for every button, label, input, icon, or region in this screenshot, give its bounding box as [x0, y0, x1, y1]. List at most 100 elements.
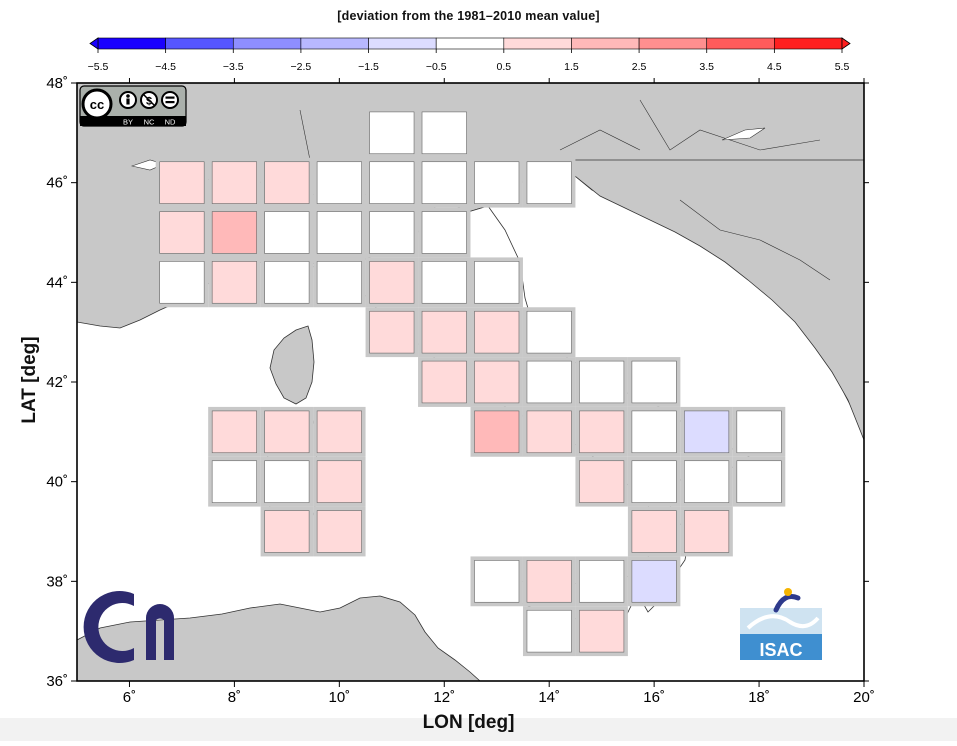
y-tick-label: 40˚ — [46, 474, 68, 491]
anomaly-cell — [421, 111, 467, 155]
colorbar-segment — [300, 37, 369, 50]
colorbar-tick-label: 3.5 — [699, 61, 714, 73]
anomaly-cell — [421, 360, 467, 404]
anomaly-cell — [684, 410, 730, 454]
x-axis-title: LON [deg] — [422, 712, 515, 733]
y-axis-title: LAT [deg] — [19, 336, 40, 424]
bottom-strip — [0, 718, 957, 741]
cnr-logo-icon — [83, 591, 174, 663]
anomaly-cell — [736, 410, 782, 454]
x-tick-label: 6˚ — [123, 689, 136, 706]
y-tick-label: 36˚ — [46, 673, 68, 690]
anomaly-cell — [474, 310, 520, 354]
anomaly-cell — [736, 460, 782, 503]
anomaly-cell — [579, 360, 625, 404]
anomaly-cell — [369, 161, 415, 204]
anomaly-cell — [474, 560, 520, 603]
colorbar-tick-label: −1.5 — [358, 61, 379, 73]
anomaly-cell — [159, 161, 205, 204]
anomaly-cell — [526, 161, 572, 204]
y-axis-ticks: 36˚ 38˚ 40˚ 42˚ 44˚ 46˚ 48˚ — [46, 75, 869, 690]
colorbar-tick-label: −2.5 — [291, 61, 312, 73]
anomaly-cell — [421, 211, 467, 254]
anomaly-cell — [264, 261, 310, 304]
anomaly-cell — [316, 460, 362, 503]
y-tick-label: 44˚ — [46, 274, 68, 291]
colorbar-segment — [435, 37, 505, 50]
colorbar-segment — [638, 37, 708, 50]
anomaly-cell — [369, 310, 415, 354]
x-tick-label: 16˚ — [643, 689, 665, 706]
anomaly-cell — [526, 310, 572, 354]
anomaly-cell — [526, 410, 572, 454]
colorbar: −5.5 −4.5 −3.5 −2.5 −1.5 −0.5 0.5 1.5 2.5 3.5 4.5 5… — [88, 37, 851, 73]
anomaly-cell — [421, 161, 467, 204]
y-tick-label: 46˚ — [46, 175, 68, 192]
anomaly-cell — [369, 111, 415, 155]
anomaly-cell — [369, 211, 415, 254]
nc-icon: $ — [140, 91, 158, 109]
svg-text:cc: cc — [90, 97, 104, 112]
anomaly-cells — [155, 107, 786, 657]
anomaly-cell — [526, 360, 572, 404]
anomaly-cell — [211, 261, 257, 304]
anomaly-cell — [631, 510, 677, 553]
isac-logo-text: ISAC — [759, 640, 802, 660]
anomaly-cell — [369, 261, 415, 304]
colorbar-title: [deviation from the 1981–2010 mean value… — [337, 9, 600, 23]
x-tick-label: 18˚ — [748, 689, 770, 706]
x-tick-label: 8˚ — [228, 689, 241, 706]
by-icon — [119, 91, 137, 109]
anomaly-cell — [264, 161, 310, 204]
anomaly-cell — [211, 161, 257, 204]
land-corsica — [269, 325, 315, 405]
x-tick-label: 12˚ — [433, 689, 455, 706]
anomaly-cell — [579, 410, 625, 454]
colorbar-tick-label: 0.5 — [497, 61, 512, 73]
badge-label-nd: ND — [165, 118, 176, 127]
anomaly-cell — [316, 261, 362, 304]
colorbar-segment — [97, 37, 166, 50]
colorbar-tick-label: −0.5 — [426, 61, 447, 73]
colorbar-segment — [774, 37, 843, 50]
y-tick-label: 48˚ — [46, 75, 68, 92]
colorbar-right-arrow — [841, 37, 851, 50]
anomaly-cell — [631, 460, 677, 503]
anomaly-cell — [264, 211, 310, 254]
anomaly-cell — [631, 410, 677, 454]
colorbar-tick-label: −4.5 — [155, 61, 176, 73]
anomaly-cell — [159, 211, 205, 254]
badge-label-by: BY — [123, 118, 133, 127]
anomaly-cell — [474, 360, 520, 404]
anomaly-cell — [579, 609, 625, 653]
x-axis-ticks: 6˚ 8˚ 10˚ 12˚ 14˚ 16˚ 18˚ 20˚ — [123, 78, 875, 706]
colorbar-tick-label: 2.5 — [632, 61, 647, 73]
anomaly-cell — [264, 510, 310, 553]
colorbar-segment — [706, 37, 775, 50]
colorbar-segment — [503, 37, 572, 50]
land-balkans — [556, 159, 864, 441]
anomaly-cell — [684, 510, 730, 553]
colorbar-tick-label: 5.5 — [835, 61, 850, 73]
y-tick-label: 42˚ — [46, 374, 68, 391]
x-tick-label: 10˚ — [328, 689, 350, 706]
anomaly-cell — [631, 560, 677, 603]
anomaly-cell — [211, 211, 257, 254]
anomaly-cell — [474, 261, 520, 304]
anomaly-cell — [579, 560, 625, 603]
colorbar-tick-label: 4.5 — [767, 61, 782, 73]
anomaly-cell — [421, 261, 467, 304]
anomaly-cell — [474, 161, 520, 204]
license-badge: cc $ BY NC ND — [79, 85, 187, 127]
anomaly-cell — [211, 410, 257, 454]
colorbar-segment — [368, 37, 437, 50]
colorbar-segment — [165, 37, 234, 50]
cc-icon: cc — [81, 88, 113, 120]
anomaly-cell — [421, 310, 467, 354]
anomaly-cell — [316, 410, 362, 454]
anomaly-cell — [474, 410, 520, 454]
anomaly-cell — [631, 360, 677, 404]
colorbar-tick-label: 1.5 — [564, 61, 579, 73]
